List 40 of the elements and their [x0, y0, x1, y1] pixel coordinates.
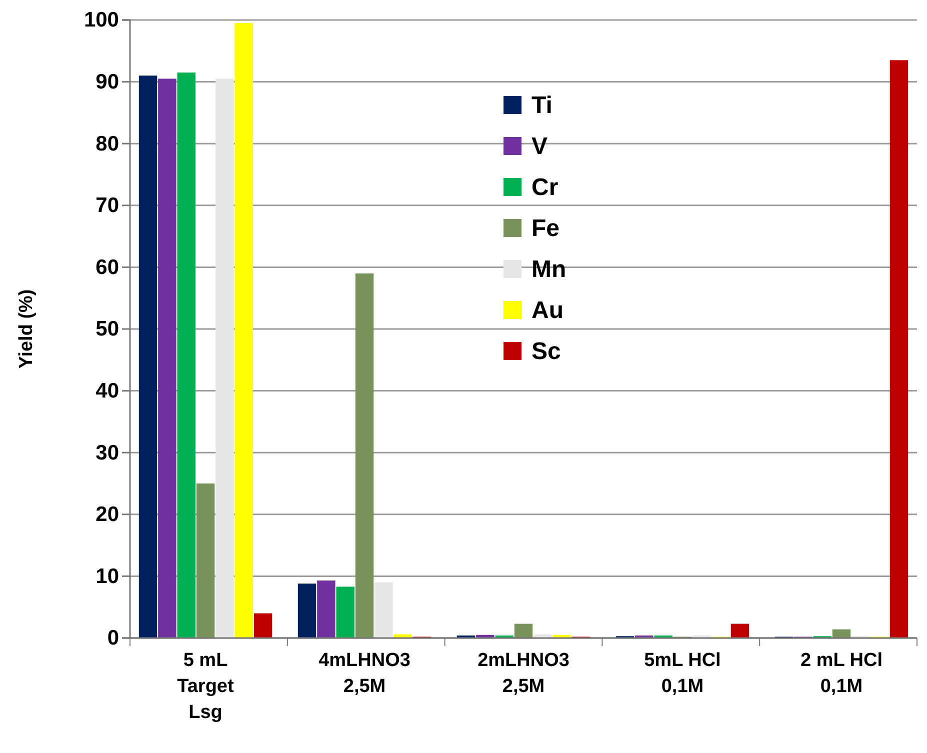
bar: [514, 624, 533, 638]
legend-label: V: [532, 133, 548, 160]
legend-label: Au: [532, 297, 564, 324]
x-tick-label: 4mLHNO3 2,5M: [318, 650, 410, 697]
y-axis-title: Yield (%): [16, 289, 37, 369]
legend-label: Mn: [532, 256, 566, 283]
bar: [138, 76, 158, 638]
bar: [298, 584, 316, 638]
bar: [158, 78, 176, 638]
bar: [177, 72, 196, 638]
x-tick-label: 5 mL Target Lsg: [177, 650, 235, 723]
x-tick-label: 2 mL HCl 0,1M: [800, 650, 882, 697]
y-tick-label: 100: [84, 8, 119, 32]
bar: [234, 23, 253, 638]
y-tick-label: 10: [96, 564, 119, 588]
bar: [317, 580, 336, 638]
bar: [374, 582, 393, 638]
bar: [216, 78, 234, 638]
bar: [730, 624, 750, 638]
y-tick-label: 70: [96, 194, 119, 218]
y-tick-label: 80: [96, 132, 119, 156]
y-tick-label: 40: [96, 380, 119, 403]
y-tick-label: 0: [107, 626, 119, 650]
legend-label: Sc: [532, 338, 561, 365]
bar: [890, 60, 908, 638]
y-tick-label: 20: [96, 503, 119, 526]
legend-label: Cr: [532, 174, 558, 201]
bar: [196, 484, 215, 638]
y-tick-label: 50: [96, 318, 119, 341]
bar: [832, 629, 851, 638]
legend-label: Ti: [532, 92, 552, 119]
y-tick-label: 60: [96, 256, 119, 279]
legend-label: Fe: [532, 215, 560, 242]
bar: [254, 613, 272, 638]
bar: [355, 273, 374, 638]
x-tick-label: 5mL HCl 0,1M: [644, 650, 721, 697]
x-tick-label: 2mLHNO3 2,5M: [478, 650, 570, 697]
y-tick-label: 90: [96, 70, 119, 94]
bar: [336, 586, 354, 638]
y-tick-label: 30: [96, 441, 119, 464]
